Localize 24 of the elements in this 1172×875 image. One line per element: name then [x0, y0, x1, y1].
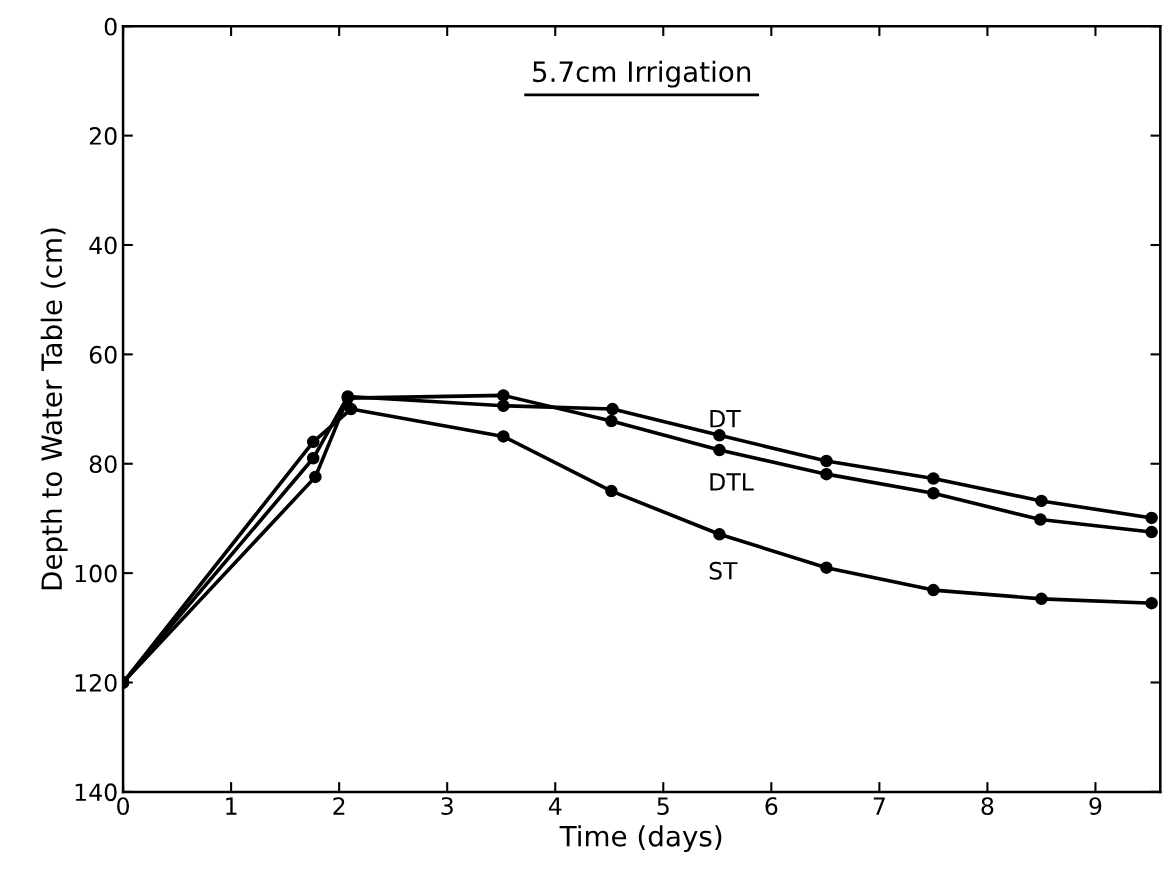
text: 5.7cm Irrigation: [533, 60, 751, 88]
y-tick-label: 120: [75, 673, 117, 692]
y-tick-label: 100: [75, 564, 117, 583]
series-label: DTL: [710, 473, 754, 491]
x-tick-label: 5: [657, 797, 669, 816]
y-tick-label: 0: [104, 17, 117, 36]
y-tick-label: 20: [89, 127, 117, 145]
x-tick-label: 8: [981, 797, 994, 816]
series-label: ST: [709, 561, 738, 580]
x-tick-label: 9: [1089, 797, 1102, 816]
x-tick-label: 0: [117, 797, 129, 816]
x-tick-label: 7: [873, 797, 885, 815]
y-tick-label: 40: [89, 236, 117, 255]
y-tick-label: 60: [89, 345, 117, 364]
x-axis-title: Time (days): [559, 825, 722, 853]
x-tick-label: 6: [765, 797, 778, 816]
y-tick-label: 80: [89, 455, 117, 474]
series-label: DT: [710, 410, 741, 428]
y-tick-label: 140: [75, 783, 117, 802]
y-axis-title: Depth to Water Table (cm): [40, 228, 68, 590]
x-tick-label: 4: [548, 797, 562, 815]
x-tick-label: 2: [333, 797, 345, 815]
x-tick-label: 1: [226, 797, 237, 815]
x-tick-label: 3: [441, 797, 453, 816]
